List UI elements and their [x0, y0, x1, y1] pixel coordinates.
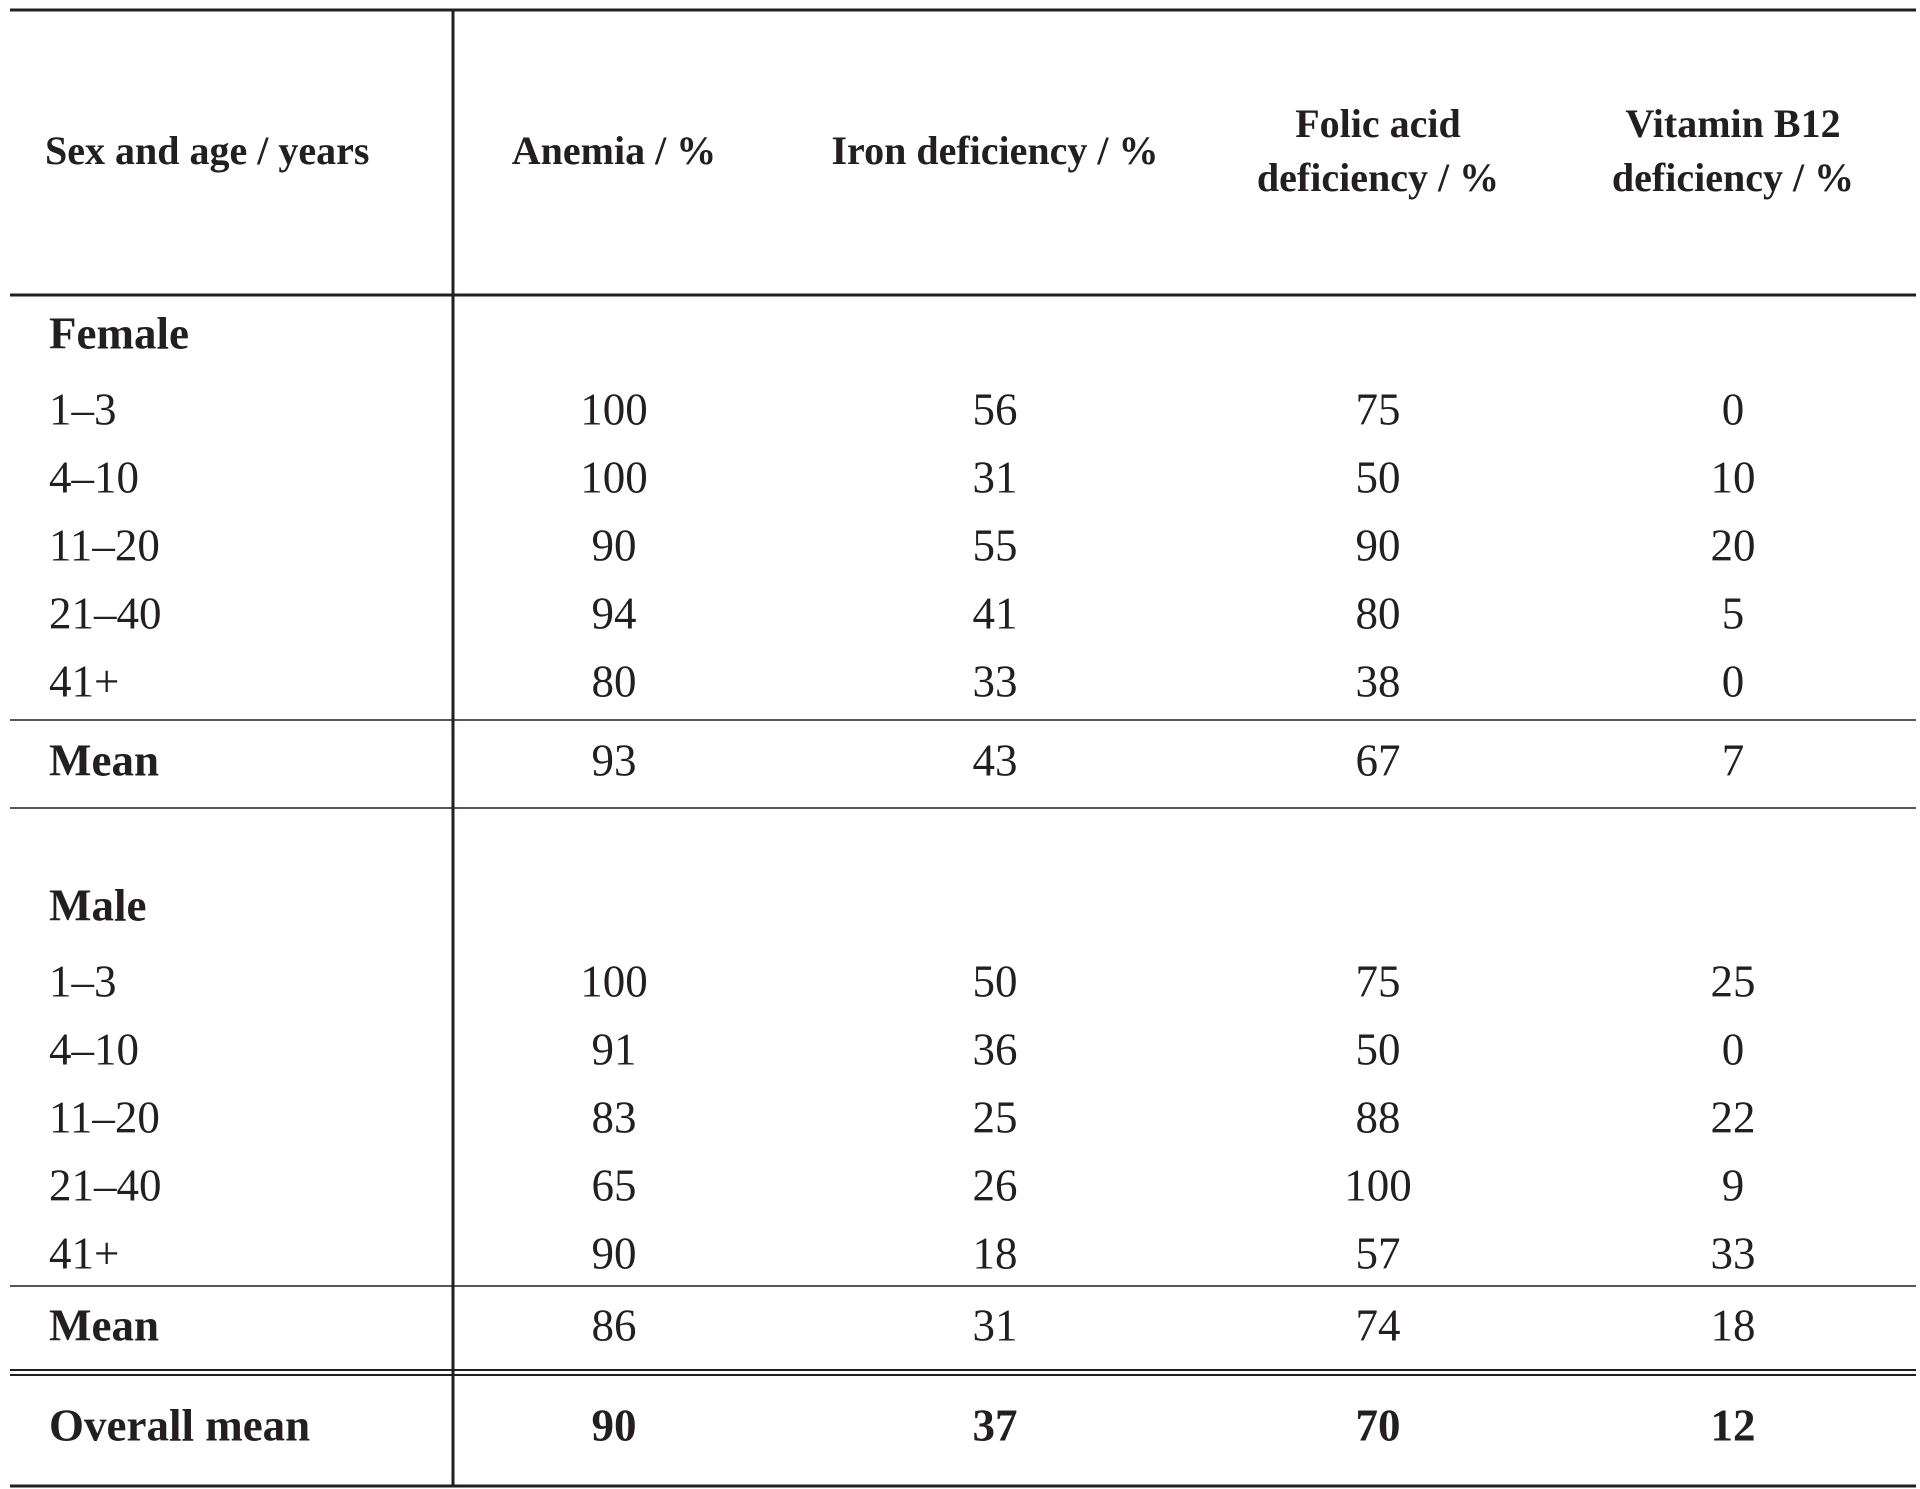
- cell: 80: [1356, 588, 1401, 638]
- cell: 100: [580, 956, 648, 1006]
- cell: 18: [973, 1228, 1018, 1278]
- cell: 100: [1344, 1160, 1412, 1210]
- cell: 86: [592, 1300, 637, 1350]
- cell: 67: [1356, 735, 1401, 785]
- row-label: 1–3: [49, 956, 117, 1006]
- cell: 90: [592, 1228, 637, 1278]
- cell: 50: [973, 956, 1018, 1006]
- cell: 5: [1722, 588, 1745, 638]
- cell: 36: [973, 1024, 1018, 1074]
- cell: 91: [592, 1024, 637, 1074]
- row-label: 21–40: [49, 588, 162, 638]
- cell: 31: [973, 452, 1018, 502]
- cell: 41: [973, 588, 1018, 638]
- row-label: 21–40: [49, 1160, 162, 1210]
- column-header: Sex and age / years: [45, 128, 369, 173]
- cell: 33: [973, 656, 1018, 706]
- cell: 0: [1722, 1024, 1745, 1074]
- cell: 100: [580, 384, 648, 434]
- cell: 65: [592, 1160, 637, 1210]
- cell: 0: [1722, 384, 1745, 434]
- cell: 25: [1711, 956, 1756, 1006]
- row-label: 4–10: [49, 1024, 139, 1074]
- cell: 38: [1356, 656, 1401, 706]
- cell: 88: [1356, 1092, 1401, 1142]
- cell: 57: [1356, 1228, 1401, 1278]
- column-header: Iron deficiency / %: [831, 128, 1158, 173]
- cell: 50: [1356, 452, 1401, 502]
- cell: 70: [1356, 1400, 1401, 1450]
- row-label: 11–20: [49, 520, 160, 570]
- cell: 25: [973, 1092, 1018, 1142]
- cell: 80: [592, 656, 637, 706]
- cell: 90: [1356, 520, 1401, 570]
- cell: 100: [580, 452, 648, 502]
- cell: 83: [592, 1092, 637, 1142]
- cell: 55: [973, 520, 1018, 570]
- cell: 9: [1722, 1160, 1745, 1210]
- cell: 7: [1722, 735, 1745, 785]
- row-label: 41+: [49, 1228, 119, 1278]
- group-label: Female: [49, 308, 189, 358]
- cell: 37: [973, 1400, 1018, 1450]
- row-label: 4–10: [49, 452, 139, 502]
- row-label: Overall mean: [49, 1400, 310, 1450]
- cell: 20: [1711, 520, 1756, 570]
- cell: 10: [1711, 452, 1756, 502]
- cell: 56: [973, 384, 1018, 434]
- column-header: Folic acid: [1295, 101, 1461, 146]
- row-label: Mean: [49, 735, 159, 785]
- cell: 74: [1356, 1300, 1401, 1350]
- row-label: Mean: [49, 1300, 159, 1350]
- column-header: Anemia / %: [512, 128, 716, 173]
- row-label: 11–20: [49, 1092, 160, 1142]
- row-label: 1–3: [49, 384, 117, 434]
- cell: 26: [973, 1160, 1018, 1210]
- cell: 90: [592, 1400, 637, 1450]
- cell: 0: [1722, 656, 1745, 706]
- cell: 43: [973, 735, 1018, 785]
- cell: 33: [1711, 1228, 1756, 1278]
- cell: 90: [592, 520, 637, 570]
- cell: 75: [1356, 384, 1401, 434]
- column-header: deficiency / %: [1612, 155, 1854, 200]
- row-label: 41+: [49, 656, 119, 706]
- column-header: Vitamin B12: [1625, 101, 1840, 146]
- column-header: deficiency / %: [1257, 155, 1499, 200]
- cell: 18: [1711, 1300, 1756, 1350]
- cell: 93: [592, 735, 637, 785]
- cell: 12: [1711, 1400, 1756, 1450]
- cell: 94: [592, 588, 637, 638]
- cell: 75: [1356, 956, 1401, 1006]
- cell: 50: [1356, 1024, 1401, 1074]
- group-label: Male: [49, 880, 146, 930]
- cell: 22: [1711, 1092, 1756, 1142]
- cell: 31: [973, 1300, 1018, 1350]
